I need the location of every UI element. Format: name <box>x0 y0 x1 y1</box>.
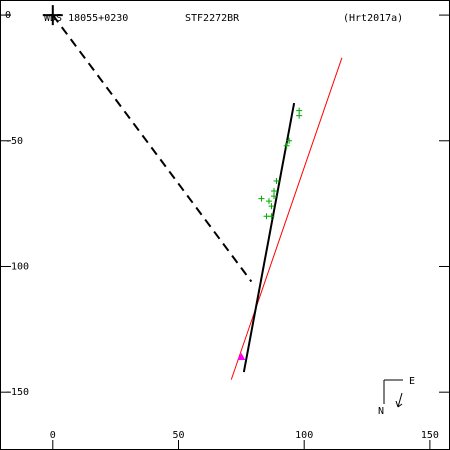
orbit-arc-line <box>242 102 296 373</box>
primary-star-marker <box>42 5 63 26</box>
x-tick-label: 100 <box>295 430 313 441</box>
observation-marker <box>286 137 293 144</box>
x-tick-label: 0 <box>50 430 56 441</box>
x-tick-label: 150 <box>421 430 439 441</box>
header-wds-id: WDS 18055+0230 <box>44 13 128 24</box>
latest-observation-marker <box>237 352 246 360</box>
observation-marker <box>265 198 272 205</box>
red-reference-line <box>230 57 343 380</box>
motion-arrow-icon <box>395 392 403 408</box>
dashed-connector-line <box>51 14 253 283</box>
compass: N E <box>378 376 415 417</box>
y-tick-label: -100 <box>5 261 29 272</box>
header-discoverer: STF2272BR <box>185 13 240 24</box>
observation-marker <box>271 193 278 200</box>
y-tick-label: 0 <box>5 10 11 21</box>
observation-marker <box>268 203 275 210</box>
observation-marker <box>271 188 278 195</box>
header-reference: (Hrt2017a) <box>343 13 403 24</box>
observation-marker <box>283 142 290 149</box>
x-axis-ticks: 0 50 100 150 <box>50 430 439 449</box>
y-tick-label: -50 <box>5 136 23 147</box>
observation-marker <box>258 195 265 202</box>
compass-north-label: N <box>378 406 384 417</box>
compass-east-label: E <box>409 376 415 387</box>
observation-marker <box>273 178 280 185</box>
y-tick-label: -150 <box>5 387 29 398</box>
observation-marker <box>268 213 275 220</box>
observation-marker <box>296 107 303 114</box>
observation-markers <box>42 5 303 360</box>
observation-marker <box>296 112 303 119</box>
orbit-lines <box>51 14 343 380</box>
y-axis-ticks: 0 -50 -100 -150 <box>1 10 449 398</box>
observation-marker <box>263 213 270 220</box>
x-tick-label: 50 <box>172 430 184 441</box>
